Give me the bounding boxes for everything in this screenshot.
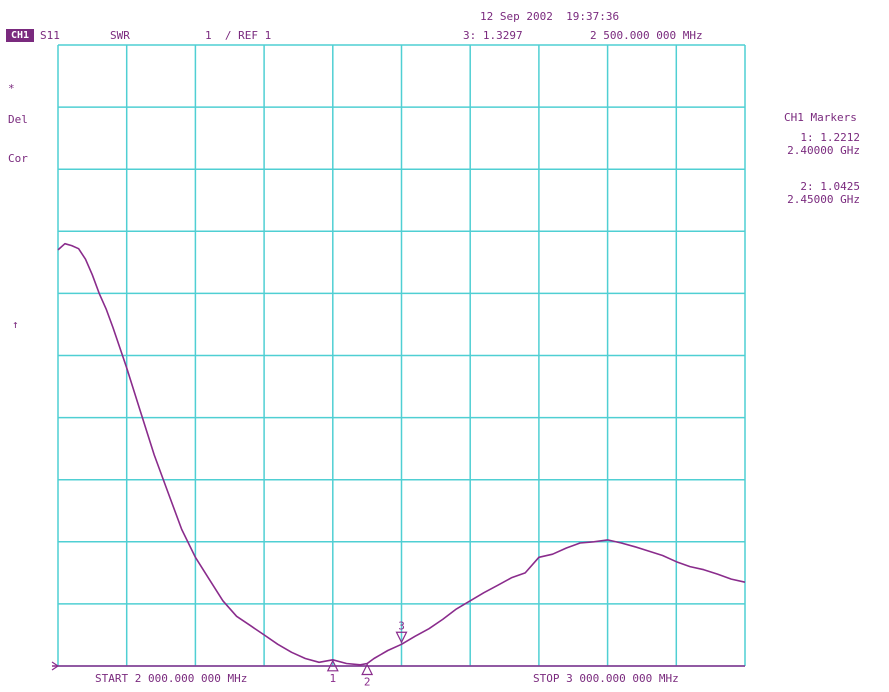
stop-frequency: STOP 3 000.000 000 MHz bbox=[533, 672, 679, 685]
markers-panel-title: CH1 Markers bbox=[784, 111, 857, 124]
trace-layer bbox=[57, 242, 746, 666]
marker-1-value: 1: 1.2212 bbox=[800, 131, 860, 144]
channel-badge[interactable]: CH1 bbox=[6, 29, 34, 42]
marker-3: 3 bbox=[395, 619, 408, 644]
scale-label: 1 / REF 1 bbox=[205, 29, 272, 42]
marker-1-label: 1 bbox=[329, 672, 336, 685]
marker-1-frequency: 2.40000 GHz bbox=[787, 144, 860, 157]
marker-3-label: 3 bbox=[398, 619, 405, 632]
reference-pointer-icon: ↑ bbox=[12, 318, 19, 331]
reference-arrow-icon bbox=[51, 661, 60, 671]
marker-3-triangle-icon bbox=[395, 631, 408, 644]
marker-1-triangle-icon bbox=[326, 659, 339, 672]
marker-2-label: 2 bbox=[364, 676, 371, 689]
correction-annotation: Cor bbox=[8, 152, 28, 165]
delay-annotation: Del bbox=[8, 113, 28, 126]
active-marker-frequency: 2 500.000 000 MHz bbox=[590, 29, 703, 42]
parameter-label: S11 bbox=[40, 29, 60, 42]
marker-1: 1 bbox=[326, 659, 339, 685]
marker-symbol-annotation: * bbox=[8, 82, 15, 95]
format-label: SWR bbox=[110, 29, 130, 42]
plot-grid bbox=[51, 44, 746, 671]
marker-2-triangle-icon bbox=[361, 663, 374, 676]
marker-2-value: 2: 1.0425 bbox=[800, 180, 860, 193]
swr-trace-line bbox=[57, 242, 746, 666]
start-frequency: START 2 000.000 000 MHz bbox=[95, 672, 248, 685]
active-marker-value: 3: 1.3297 bbox=[463, 29, 523, 42]
marker-2-frequency: 2.45000 GHz bbox=[787, 193, 860, 206]
datetime: 12 Sep 2002 19:37:36 bbox=[480, 10, 620, 23]
marker-2: 2 bbox=[361, 663, 374, 689]
marker-layer: 1 2 3 bbox=[326, 619, 408, 689]
